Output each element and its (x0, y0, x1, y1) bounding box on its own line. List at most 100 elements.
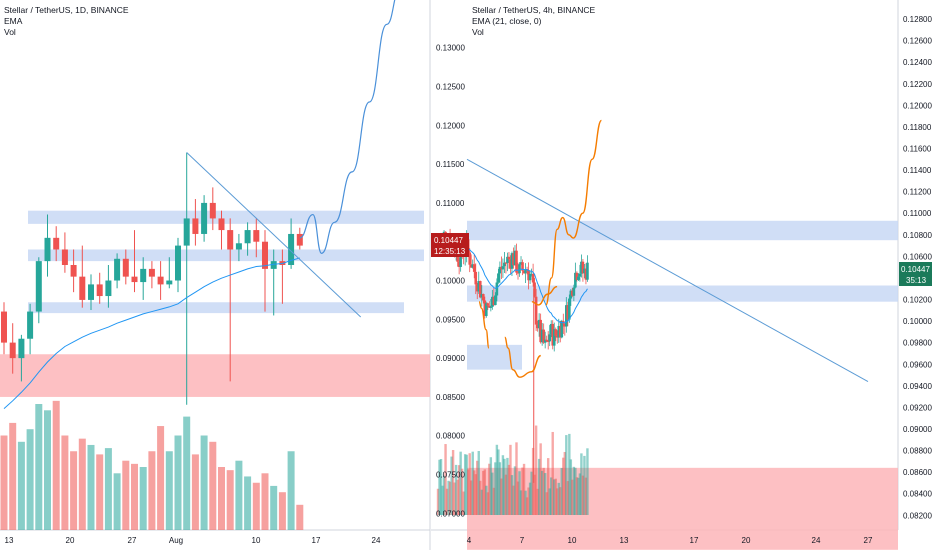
right-candle-body (545, 339, 548, 342)
right-candle-body (488, 305, 491, 308)
right-volume-bar (583, 455, 586, 515)
left-candle-body (209, 202, 216, 219)
left-volume-bar (174, 435, 182, 530)
left-y-tick-label: 0.08000 (436, 432, 465, 441)
left-volume-bar (235, 460, 243, 530)
right-y-tick-label: 0.10600 (903, 252, 932, 261)
right-volume-bar (448, 481, 452, 515)
left-volume-bar (218, 467, 225, 530)
left-candle-body (79, 276, 86, 300)
right-zone-1 (467, 220, 898, 241)
right-volume-bar (498, 462, 502, 515)
right-volume-bar (574, 467, 577, 515)
right-volume-bar (534, 425, 538, 515)
right-volume-bar (516, 481, 520, 515)
left-ema-label: EMA (4, 16, 23, 26)
right-candle-body (472, 264, 476, 272)
right-volume-bar (584, 477, 588, 515)
left-volume-bar (104, 448, 112, 530)
right-volume-bar (531, 447, 535, 515)
right-candle-body (500, 266, 503, 270)
left-volume-bar (78, 438, 86, 530)
right-y-tick-label: 0.09800 (903, 339, 932, 348)
right-y-tick-label: 0.12600 (903, 37, 932, 46)
right-candle-body (565, 305, 568, 327)
right-volume-bar (539, 443, 542, 515)
right-candle-body (524, 269, 527, 274)
right-candle-body (555, 335, 559, 338)
right-volume-bar (536, 488, 539, 515)
right-volume-bar (480, 489, 483, 515)
right-candle-body (549, 323, 553, 335)
right-volume-bar (509, 444, 512, 515)
left-last-price: 0.10447 (434, 236, 463, 245)
right-candle-body (469, 264, 473, 268)
right-candle-body (481, 294, 485, 301)
right-candle-body (489, 306, 493, 308)
right-candle-body (474, 271, 478, 285)
right-x-tick-label: 17 (690, 536, 699, 545)
left-volume-bar (131, 463, 138, 530)
right-candle-body (512, 253, 515, 266)
right-vol-label: Vol (472, 27, 484, 37)
right-volume-bar (438, 459, 441, 515)
right-volume-bar (530, 471, 533, 515)
left-volume-bar (96, 454, 104, 530)
right-volume-bar (540, 470, 544, 515)
left-candle-body (140, 268, 147, 283)
right-candle-body (471, 264, 475, 268)
right-projection-curve-4 (545, 119, 603, 306)
left-volume-bar (122, 460, 130, 530)
right-candle-body (542, 329, 545, 343)
right-volume-bar (581, 475, 585, 515)
right-volume-bar (580, 453, 583, 515)
right-volume-bar (527, 487, 530, 515)
left-volume-bar (200, 435, 208, 530)
right-x-tick-label: 13 (620, 536, 629, 545)
right-volume-bar (473, 470, 476, 515)
left-candle-body (61, 249, 68, 265)
left-ema-line (3, 257, 300, 409)
left-volume-bar (252, 482, 260, 530)
right-candle-body (513, 250, 517, 266)
left-candle-body (114, 258, 121, 281)
right-y-tick-label: 0.10200 (903, 296, 932, 305)
right-y-tick-label: 0.11600 (903, 144, 932, 153)
right-volume-bar (470, 480, 473, 515)
right-candle-body (575, 272, 579, 280)
left-projection-curve (299, 0, 396, 254)
right-y-tick-label: 0.12000 (903, 101, 932, 110)
left-candle-body (105, 280, 112, 297)
right-candle-body (558, 325, 562, 338)
left-y-tick-label: 0.12500 (436, 82, 465, 91)
left-candle-body (88, 284, 94, 300)
right-volume-bar (444, 444, 447, 515)
right-candle-body (536, 324, 539, 329)
right-volume-bar (462, 491, 465, 515)
right-y-tick-label: 0.12200 (903, 80, 932, 89)
right-candle-body (522, 270, 526, 274)
right-volume-bars (436, 425, 589, 515)
right-candle-body (574, 272, 577, 288)
left-candle-body (235, 243, 242, 250)
left-candle-body (1, 311, 7, 343)
right-volume-bar (515, 442, 518, 515)
right-candle-body (569, 290, 573, 299)
left-y-tick-label: 0.09500 (436, 315, 465, 324)
right-candle-body (577, 276, 580, 280)
right-countdown: 35:13 (906, 276, 927, 285)
right-candle-body (548, 334, 552, 342)
left-volume-bar (70, 451, 78, 530)
right-candle-body (501, 266, 505, 270)
right-candle-body (495, 282, 499, 296)
left-candle-body (183, 218, 190, 246)
right-volume-bar (545, 492, 548, 515)
right-y-tick-label: 0.11800 (903, 123, 932, 132)
right-candle-body (510, 253, 514, 269)
right-volume-bar (486, 492, 490, 515)
right-price-axis: 0.12800 0.12600 0.12400 0.12200 0.12000 0.118… (903, 15, 932, 520)
right-x-tick-label: 10 (568, 536, 577, 545)
right-y-tick-label: 0.10000 (903, 317, 932, 326)
right-projection-curve-2 (504, 336, 542, 378)
